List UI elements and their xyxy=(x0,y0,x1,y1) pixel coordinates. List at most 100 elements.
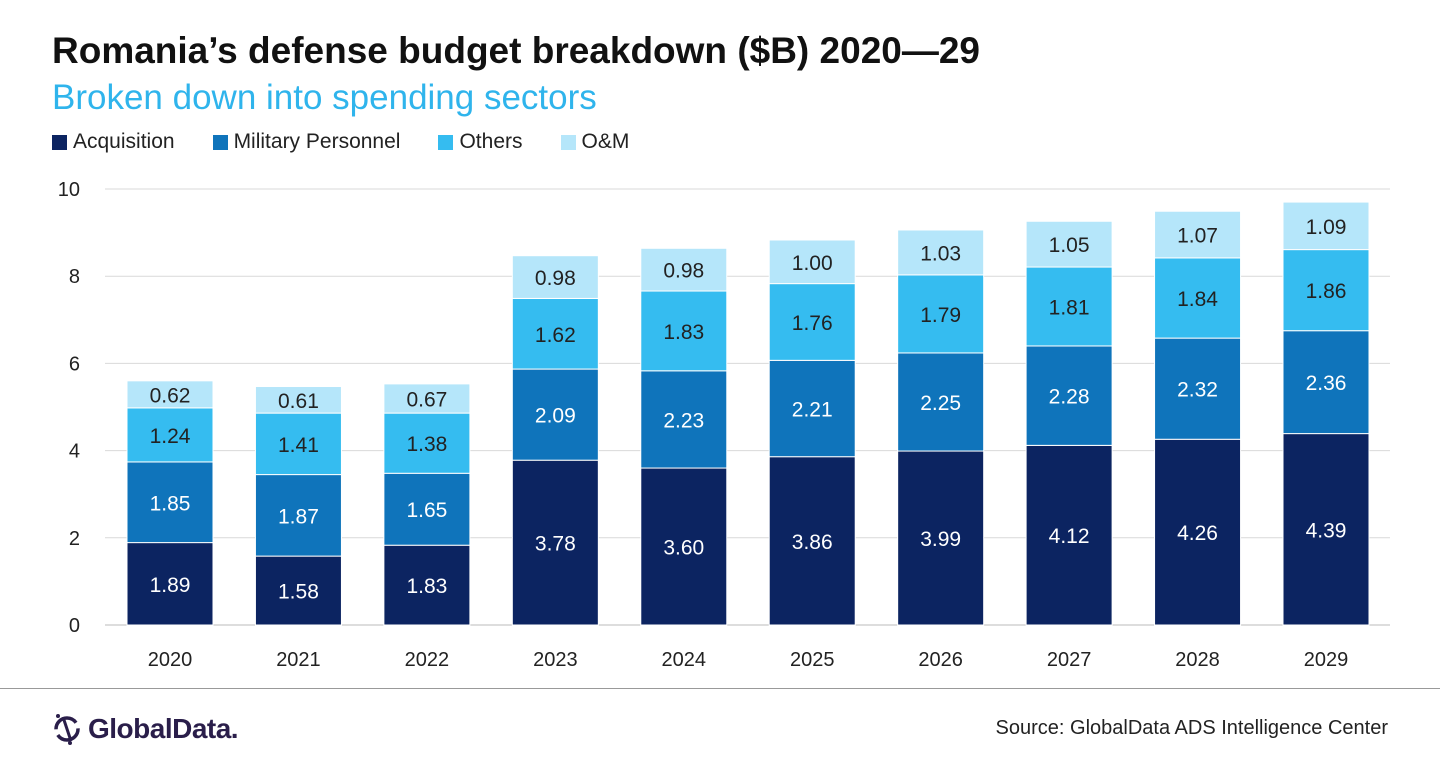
x-tick-label: 2021 xyxy=(276,649,321,671)
legend-swatch xyxy=(212,134,228,150)
x-tick-label: 2026 xyxy=(918,649,963,671)
bar-segment xyxy=(897,352,985,452)
data-label: 2.28 xyxy=(1049,386,1090,409)
data-label: 0.61 xyxy=(278,390,319,413)
bar-segment xyxy=(1025,345,1113,446)
data-label: 1.41 xyxy=(278,434,319,457)
bar-segment xyxy=(511,368,599,461)
data-label: 1.03 xyxy=(920,242,961,265)
data-label: 2.23 xyxy=(663,409,704,432)
x-tick-label: 2028 xyxy=(1175,649,1220,671)
source-note: Source: GlobalData ADS Intelligence Cent… xyxy=(995,717,1388,739)
bar-segment xyxy=(1282,330,1370,435)
globaldata-logo: GlobalData. xyxy=(52,712,239,746)
x-tick-label: 2029 xyxy=(1304,649,1349,671)
data-label: 3.60 xyxy=(663,537,704,560)
bar-segment xyxy=(1282,249,1370,332)
data-label: 0.98 xyxy=(535,267,576,290)
data-label: 4.12 xyxy=(1049,525,1090,548)
legend-item: O&M xyxy=(560,130,629,154)
legend-item: Acquisition xyxy=(52,130,175,154)
legend-swatch xyxy=(52,134,67,150)
bar-segment xyxy=(254,386,342,414)
data-label: 2.09 xyxy=(535,405,576,428)
data-label: 1.89 xyxy=(150,574,191,597)
bar-segment xyxy=(1025,444,1113,626)
data-label: 1.76 xyxy=(792,312,833,335)
bar-segment xyxy=(640,247,728,292)
x-tick-label: 2025 xyxy=(790,649,835,671)
chart-subtitle: Broken down into spending sectors xyxy=(52,78,597,117)
bar-segment xyxy=(1025,220,1113,268)
data-label: 1.85 xyxy=(150,492,191,515)
data-label: 3.99 xyxy=(920,528,961,551)
data-label: 1.24 xyxy=(150,425,191,448)
stacked-bar-chart: 0 2 4 6 8 10 1.89 1.85 1.24 0.62 2020 1.58 1.87 1.41 0… xyxy=(58,179,1390,671)
bar-segment xyxy=(640,467,728,626)
legend-label: Others xyxy=(459,130,523,153)
globaldata-logo-icon xyxy=(54,714,80,745)
bar-segment xyxy=(1154,438,1242,626)
bar-segment xyxy=(897,450,985,626)
bar-segment xyxy=(254,412,342,476)
data-label: 1.83 xyxy=(406,575,447,598)
y-tick-label: 2 xyxy=(69,528,80,550)
bar-segment xyxy=(640,370,728,469)
x-tick-label: 2027 xyxy=(1047,649,1092,671)
logo-text: GlobalData. xyxy=(88,713,239,744)
bar-segment xyxy=(511,459,599,626)
data-label: 0.98 xyxy=(663,260,704,283)
chart-title: Romania’s defense budget breakdown ($B) … xyxy=(52,30,980,71)
data-label: 1.81 xyxy=(1049,297,1090,320)
bar-segment xyxy=(768,283,856,361)
legend-swatch xyxy=(438,134,454,150)
data-label: 1.79 xyxy=(920,304,961,327)
data-label: 1.58 xyxy=(278,581,319,604)
data-label: 2.36 xyxy=(1306,372,1347,395)
bar-segment xyxy=(768,456,856,626)
data-label: 0.62 xyxy=(150,384,191,407)
legend: Acquisition Military Personnel Others O&M xyxy=(52,130,629,154)
y-tick-label: 10 xyxy=(58,179,80,201)
bar-segment xyxy=(1154,257,1242,339)
data-label: 2.25 xyxy=(920,392,961,415)
data-label: 4.26 xyxy=(1177,522,1218,545)
legend-swatch xyxy=(560,134,576,150)
data-label: 1.05 xyxy=(1049,234,1090,257)
bar-segment xyxy=(126,380,214,409)
legend-item: Military Personnel xyxy=(212,130,401,154)
data-label: 3.86 xyxy=(792,531,833,554)
data-label: 1.65 xyxy=(406,499,447,522)
bar-segment xyxy=(126,542,214,626)
bar-segment xyxy=(897,229,985,276)
data-label: 4.39 xyxy=(1306,519,1347,542)
bar-segment xyxy=(1154,337,1242,440)
legend-item: Others xyxy=(438,130,523,154)
x-tick-label: 2022 xyxy=(405,649,450,671)
data-label: 0.67 xyxy=(406,388,447,411)
y-tick-label: 4 xyxy=(69,441,80,463)
bar-segment xyxy=(1282,433,1370,626)
y-tick-label: 8 xyxy=(69,266,80,288)
bar-segment xyxy=(383,544,471,626)
data-label: 1.86 xyxy=(1306,280,1347,303)
data-label: 1.00 xyxy=(792,252,833,275)
bar-segment xyxy=(511,297,599,370)
data-label: 1.07 xyxy=(1177,225,1218,248)
legend-label: Acquisition xyxy=(73,130,175,153)
bar-segment xyxy=(1154,210,1242,259)
bar-segment xyxy=(1282,201,1370,251)
y-tick-label: 6 xyxy=(69,353,80,375)
x-tick-label: 2024 xyxy=(662,649,707,671)
data-label: 3.78 xyxy=(535,533,576,556)
legend-label: Military Personnel xyxy=(233,130,401,153)
data-label: 1.83 xyxy=(663,321,704,344)
bar-segment xyxy=(768,359,856,458)
data-label: 2.32 xyxy=(1177,379,1218,402)
bar-segment xyxy=(254,555,342,626)
y-tick-label: 0 xyxy=(69,615,80,637)
x-tick-label: 2020 xyxy=(148,649,193,671)
data-label: 1.09 xyxy=(1306,216,1347,239)
data-label: 1.62 xyxy=(535,324,576,347)
divider xyxy=(0,688,1440,689)
